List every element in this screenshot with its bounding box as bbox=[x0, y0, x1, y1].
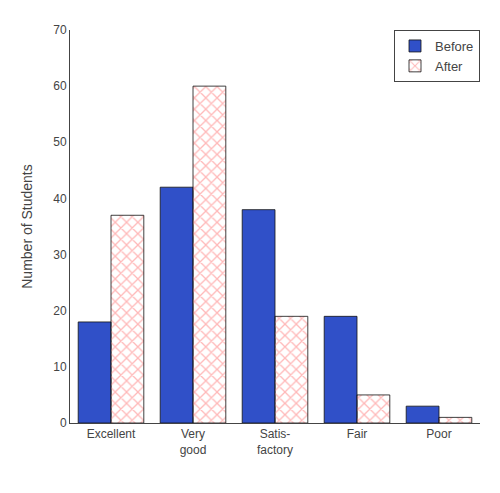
svg-text:20: 20 bbox=[53, 304, 67, 318]
svg-text:40: 40 bbox=[53, 192, 67, 206]
svg-text:0: 0 bbox=[60, 416, 67, 430]
svg-text:Satis-factory: Satis-factory bbox=[257, 427, 293, 457]
svg-text:Before: Before bbox=[435, 39, 473, 54]
svg-text:Verygood: Verygood bbox=[180, 427, 207, 457]
svg-text:70: 70 bbox=[53, 23, 67, 37]
svg-text:After: After bbox=[435, 59, 463, 74]
svg-text:Number of Students: Number of Students bbox=[19, 164, 35, 289]
svg-text:Excellent: Excellent bbox=[87, 427, 136, 441]
svg-text:60: 60 bbox=[53, 79, 67, 93]
svg-text:50: 50 bbox=[53, 135, 67, 149]
svg-text:30: 30 bbox=[53, 248, 67, 262]
svg-text:Poor: Poor bbox=[426, 427, 451, 441]
svg-text:Fair: Fair bbox=[347, 427, 368, 441]
svg-text:10: 10 bbox=[53, 360, 67, 374]
